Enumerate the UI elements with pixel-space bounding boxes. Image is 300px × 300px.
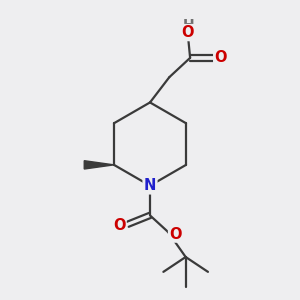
Text: N: N: [144, 178, 156, 193]
Text: N: N: [144, 178, 156, 193]
Text: H: H: [182, 18, 194, 32]
Text: O: O: [169, 226, 182, 242]
Text: O: O: [182, 25, 194, 40]
Text: O: O: [113, 218, 126, 233]
Polygon shape: [84, 161, 114, 169]
Text: O: O: [214, 50, 227, 65]
